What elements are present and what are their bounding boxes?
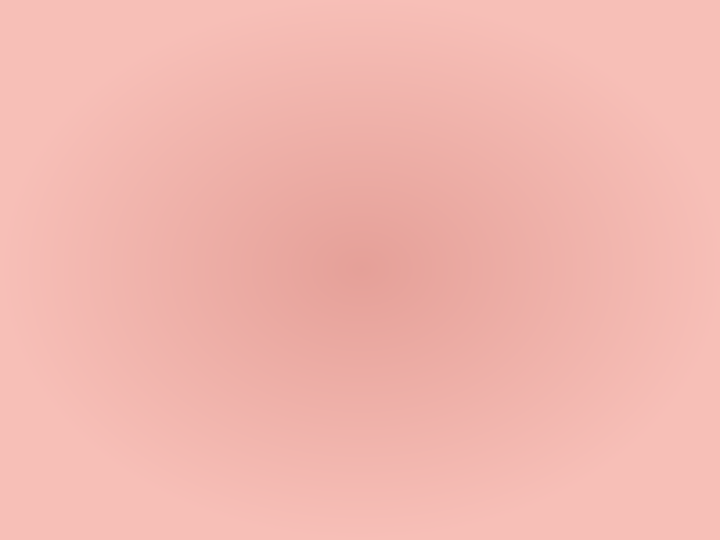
Text: Rheological method: Rheological method [235,261,492,285]
Text: Ø: Ø [190,323,211,347]
Text: Ø: Ø [190,199,211,222]
Text: Electro kinetic method: Electro kinetic method [235,323,518,347]
Text: Ø: Ø [190,261,211,284]
Text: Sedimentation method: Sedimentation method [235,198,522,222]
Text: Evaluation of Suspensions: Evaluation of Suspensions [66,103,516,134]
Text: Micromeritic method: Micromeritic method [235,381,495,406]
Text: Ø: Ø [190,382,211,405]
